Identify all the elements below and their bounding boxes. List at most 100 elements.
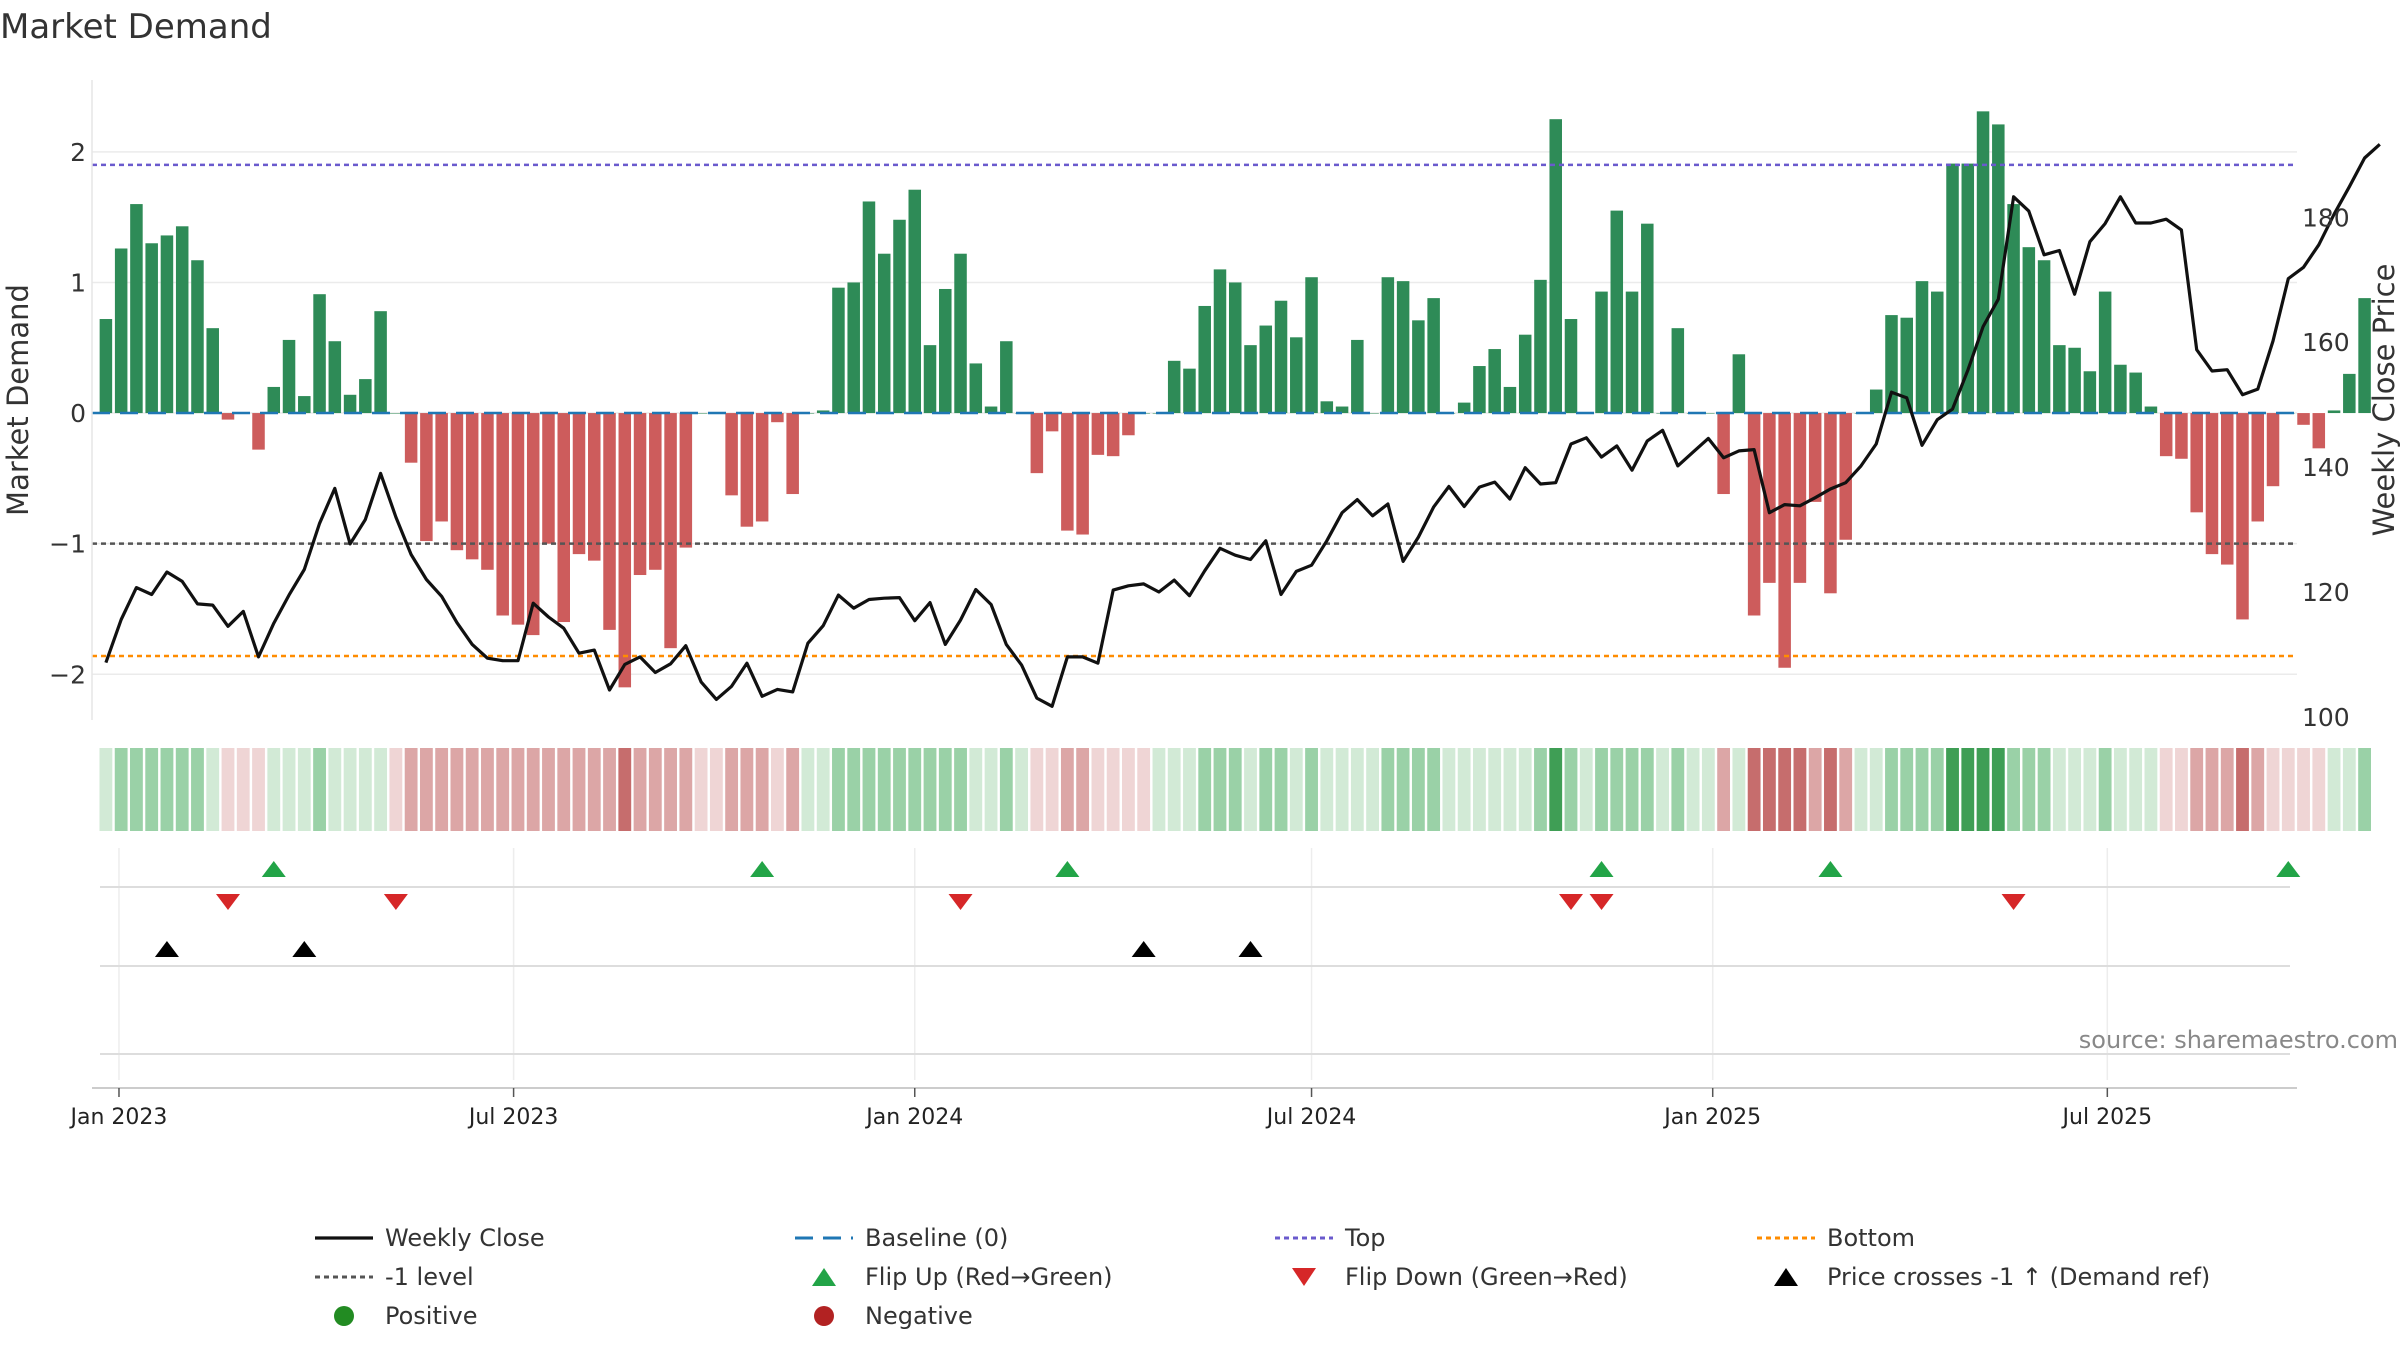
strip-cell: [404, 748, 418, 831]
legend-icon-price-cross: [1774, 1268, 1798, 1286]
demand-bar: [420, 413, 433, 542]
demand-bar: [1320, 401, 1334, 414]
strip-cell: [2327, 748, 2341, 831]
y-tick-label-left: −1: [49, 530, 86, 559]
strip-cell: [694, 748, 708, 831]
strip-cell: [2037, 748, 2051, 831]
strip-cell: [1167, 748, 1181, 831]
strip-cell: [832, 748, 845, 831]
demand-bar: [572, 413, 586, 555]
demand-bar: [435, 413, 448, 522]
demand-bar: [1564, 319, 1578, 414]
demand-bar: [1961, 163, 1975, 414]
demand-strip: [99, 748, 2371, 831]
strip-cell: [557, 748, 571, 831]
strip-cell: [2175, 748, 2188, 831]
y-tick-label-left: 2: [70, 138, 86, 167]
strip-cell: [847, 748, 861, 831]
demand-bar: [1778, 413, 1791, 668]
strip-cell: [984, 748, 998, 831]
strip-cell: [206, 748, 220, 831]
strip-cell: [1030, 748, 1044, 831]
demand-bar: [877, 253, 891, 414]
legend-icon-flip-up: [812, 1268, 836, 1286]
demand-bar: [114, 248, 128, 414]
strip-cell: [160, 748, 174, 831]
strip-cell: [801, 748, 815, 831]
y-axis-right-label: Weekly Close Price: [2367, 264, 2400, 537]
strip-cell: [709, 748, 723, 831]
demand-bar: [1931, 291, 1944, 414]
x-tick-label: Jul 2023: [467, 1105, 559, 1130]
strip-cell: [1335, 748, 1349, 831]
demand-bar: [2114, 364, 2127, 414]
strip-cell: [1839, 748, 1853, 831]
strip-cell: [1289, 748, 1303, 831]
demand-bar: [2358, 298, 2371, 414]
demand-bar: [1091, 413, 1105, 455]
legend-label-positive: Positive: [385, 1302, 478, 1330]
demand-bar: [1167, 360, 1181, 414]
strip-cell: [1686, 748, 1700, 831]
axes-layer: 2 1 0 −1 −2 180 160 140 120 100: [49, 80, 2350, 732]
legend-label-close: Weekly Close: [385, 1224, 545, 1252]
strip-cell: [1915, 748, 1929, 831]
demand-bar: [1198, 305, 1211, 414]
strip-cell: [725, 748, 739, 831]
strip-cell: [877, 748, 891, 831]
demand-bar: [542, 413, 555, 544]
strip-cell: [1534, 748, 1547, 831]
demand-bar: [679, 413, 693, 548]
demand-bar: [1793, 413, 1807, 583]
demand-bar: [2068, 347, 2081, 414]
strip-cell: [1747, 748, 1761, 831]
y-tick-label-left: 1: [70, 268, 86, 297]
strip-cell: [358, 748, 372, 831]
demand-bar: [2343, 373, 2356, 414]
chart-title: Market Demand: [0, 7, 272, 47]
x-tick-label: Jul 2025: [2061, 1105, 2153, 1130]
demand-bar: [2297, 413, 2310, 425]
strip-cell: [2083, 748, 2097, 831]
demand-bar: [1702, 413, 1715, 414]
legend-icon-flip-down: [1292, 1268, 1316, 1286]
strip-cell: [1808, 748, 1822, 831]
strip-cell: [1091, 748, 1105, 831]
y-tick-label-right: 180: [2302, 203, 2350, 232]
demand-bar: [526, 413, 540, 636]
demand-bar: [1366, 413, 1379, 414]
y-tick-label-right: 120: [2302, 578, 2350, 607]
demand-bar: [618, 413, 632, 688]
demand-bar: [1824, 413, 1837, 594]
demand-bar: [1061, 413, 1074, 531]
demand-bar: [282, 339, 296, 414]
price-cross-marker: [154, 941, 179, 957]
strip-cell: [2297, 748, 2310, 831]
strip-cell: [511, 748, 525, 831]
demand-bar: [1259, 325, 1273, 414]
strip-cell: [1778, 748, 1792, 831]
legend-label-baseline: Baseline (0): [865, 1224, 1008, 1252]
strip-cell: [969, 748, 983, 831]
x-tick-label: Jan 2023: [69, 1105, 168, 1130]
demand-bar: [649, 413, 662, 570]
strip-cell: [1869, 748, 1883, 831]
strip-cell: [1350, 748, 1364, 831]
strip-cell: [145, 748, 159, 831]
demand-bar: [1839, 413, 1852, 540]
demand-bar: [1717, 413, 1730, 495]
x-tick-label: Jul 2024: [1265, 1105, 1357, 1130]
demand-bar: [862, 201, 876, 414]
strip-cell: [526, 748, 540, 831]
demand-bar: [1595, 291, 1608, 414]
flip-up-marker: [1589, 861, 1614, 877]
flip-down-marker: [2001, 894, 2026, 910]
demand-bar: [939, 288, 952, 414]
demand-bar: [1396, 281, 1410, 414]
demand-bar: [984, 406, 998, 414]
legend-label-minus1: -1 level: [385, 1263, 474, 1291]
strip-cell: [1396, 748, 1410, 831]
demand-bar: [2022, 247, 2036, 414]
demand-bar: [1412, 320, 1425, 414]
strip-cell: [908, 748, 922, 831]
